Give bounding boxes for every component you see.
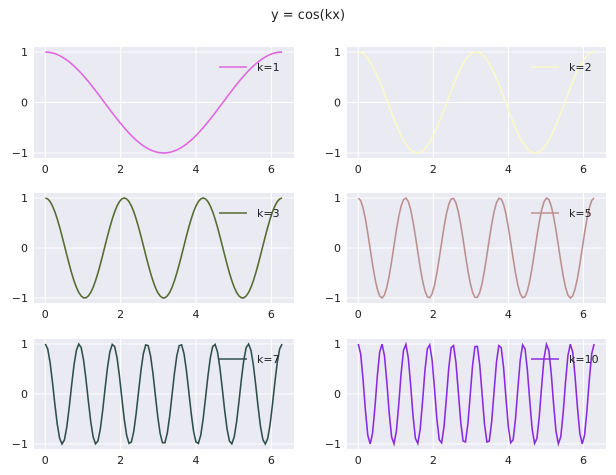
legend-label: k=10 (569, 353, 599, 366)
x-tick-label: 0 (355, 163, 362, 176)
legend-label: k=3 (257, 207, 280, 220)
x-tick-label: 6 (580, 454, 587, 467)
x-tick-label: 6 (268, 308, 275, 321)
y-tick-label: 0 (334, 97, 341, 110)
x-tick-label: 2 (117, 163, 124, 176)
series-line-k10 (357, 341, 595, 447)
x-tick-label: 4 (505, 308, 512, 321)
x-tick-label: 4 (505, 454, 512, 467)
x-tick-label: 0 (42, 454, 49, 467)
x-tick-label: 2 (117, 308, 124, 321)
subplot-k2: 0 2 4 6 1 0 −1 k=2 (325, 46, 606, 176)
x-tick-label: 0 (42, 163, 49, 176)
x-tick-label: 0 (42, 308, 49, 321)
subplot-k1: 0 2 4 6 1 0 −1 k=1 (12, 46, 294, 176)
y-tick-label: 0 (334, 242, 341, 255)
y-tick-label: 1 (334, 46, 341, 59)
subplot-k5: 0 2 4 6 1 0 −1 k=5 (325, 192, 606, 321)
x-tick-label: 0 (355, 308, 362, 321)
x-tick-label: 2 (430, 308, 437, 321)
x-tick-label: 2 (117, 454, 124, 467)
legend-label: k=7 (257, 353, 280, 366)
series-line-k1 (45, 51, 283, 154)
x-tick-label: 6 (580, 308, 587, 321)
y-tick-label: −1 (325, 438, 341, 451)
series-line-k7 (44, 342, 283, 446)
x-tick-label: 4 (193, 308, 200, 321)
series-line-k5 (357, 197, 595, 300)
y-tick-label: 0 (21, 388, 28, 401)
y-tick-label: −1 (12, 292, 28, 305)
x-tick-label: 4 (193, 454, 200, 467)
y-tick-label: 1 (21, 192, 28, 205)
y-tick-label: −1 (12, 147, 28, 160)
y-tick-label: 1 (334, 338, 341, 351)
x-tick-label: 2 (430, 454, 437, 467)
subplot-k7: 0 2 4 6 1 0 −1 k=7 (12, 338, 294, 467)
y-tick-label: −1 (325, 147, 341, 160)
y-tick-label: 1 (21, 338, 28, 351)
x-tick-label: 0 (355, 454, 362, 467)
series-line-k3 (45, 197, 283, 299)
x-tick-label: 6 (580, 163, 587, 176)
subplot-k3: 0 2 4 6 1 0 −1 k=3 (12, 192, 294, 321)
x-tick-label: 6 (268, 163, 275, 176)
legend-label: k=1 (257, 61, 280, 74)
series-line-k2 (358, 51, 595, 154)
x-tick-label: 4 (193, 163, 200, 176)
y-tick-label: 1 (334, 192, 341, 205)
x-tick-label: 4 (505, 163, 512, 176)
subplot-k10: 0 2 4 6 1 0 −1 k=10 (325, 338, 606, 467)
legend-label: k=5 (569, 207, 592, 220)
x-tick-label: 2 (430, 163, 437, 176)
y-tick-label: 0 (21, 97, 28, 110)
y-tick-label: 0 (21, 242, 28, 255)
y-tick-label: −1 (12, 438, 28, 451)
y-tick-label: 1 (21, 46, 28, 59)
x-tick-label: 6 (268, 454, 275, 467)
y-tick-label: 0 (334, 388, 341, 401)
y-tick-label: −1 (325, 292, 341, 305)
legend-label: k=2 (569, 61, 592, 74)
figure-title: y = cos(kx) (270, 8, 346, 23)
